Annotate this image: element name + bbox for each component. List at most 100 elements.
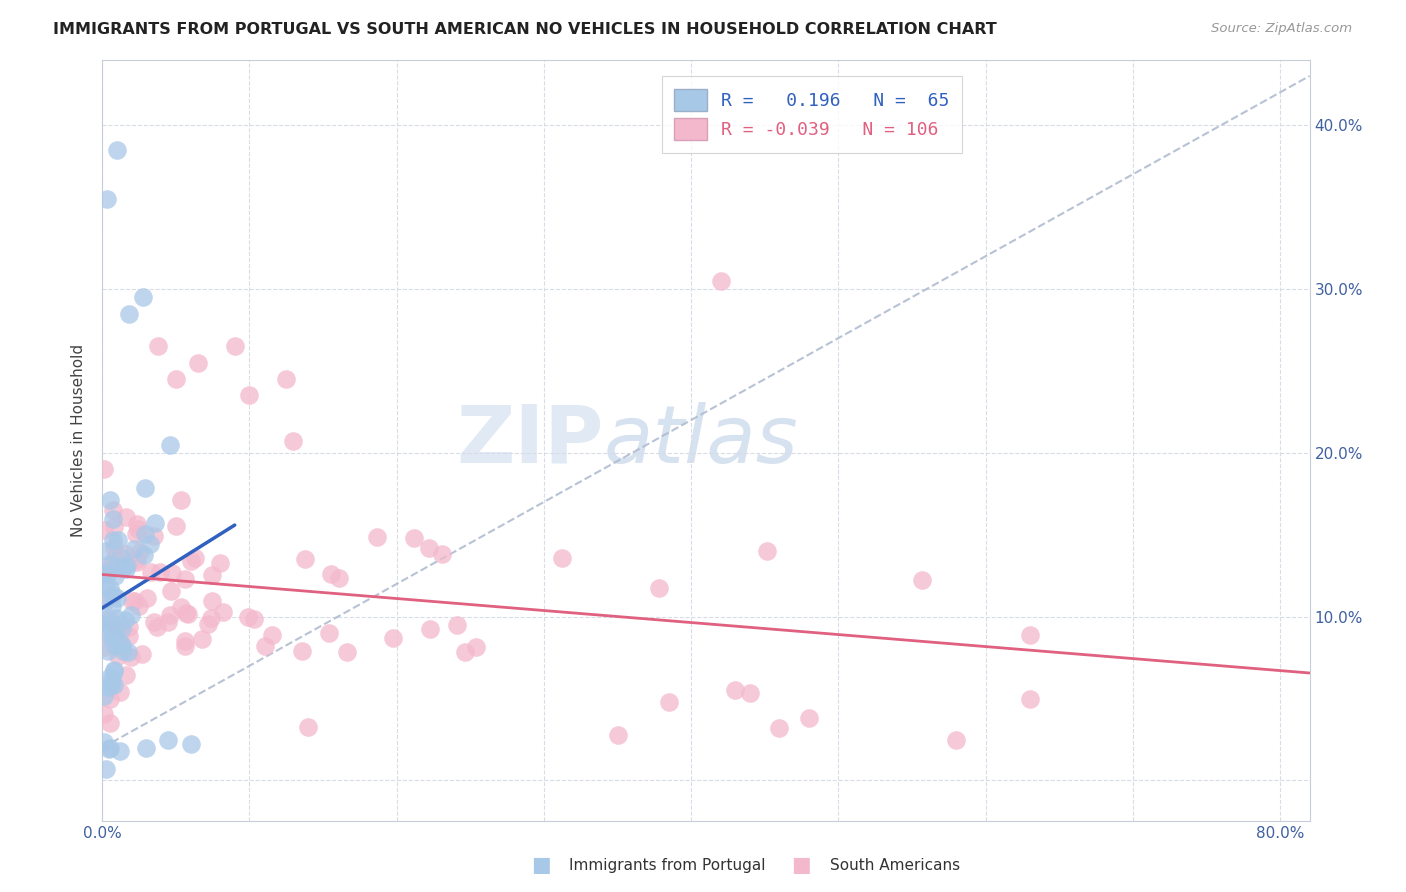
Point	[756, 543, 779, 558]
Point	[96, 192, 118, 206]
Point	[125, 527, 148, 541]
Point	[101, 619, 124, 633]
Point	[98, 582, 121, 596]
Point	[131, 647, 153, 661]
Point	[103, 549, 125, 564]
Point	[648, 581, 671, 595]
Point	[162, 566, 184, 581]
Point	[93, 734, 115, 748]
Point	[101, 533, 124, 548]
Point	[97, 741, 120, 756]
Text: ZIP: ZIP	[456, 401, 603, 480]
Point	[112, 559, 135, 574]
Point	[201, 567, 224, 582]
Point	[768, 721, 790, 735]
Point	[740, 686, 762, 700]
Point	[160, 584, 183, 599]
Point	[103, 627, 125, 641]
Point	[319, 567, 342, 582]
Point	[104, 611, 127, 625]
Point	[135, 740, 157, 755]
Point	[180, 738, 202, 752]
Point	[96, 628, 118, 642]
Point	[170, 492, 193, 507]
Point	[110, 552, 132, 566]
Point	[212, 605, 235, 619]
Point	[110, 550, 132, 565]
Point	[318, 626, 340, 640]
Point	[128, 599, 150, 613]
Point	[454, 645, 477, 659]
Point	[107, 648, 129, 663]
Point	[143, 615, 166, 629]
Point	[253, 640, 276, 654]
Point	[98, 557, 121, 571]
Point	[419, 623, 441, 637]
Point	[105, 143, 128, 157]
Point	[180, 553, 202, 567]
Point	[117, 645, 139, 659]
Point	[103, 540, 125, 554]
Point	[945, 732, 967, 747]
Point	[115, 558, 138, 572]
Point	[94, 580, 117, 594]
Point	[93, 523, 115, 537]
Point	[138, 537, 160, 551]
Point	[115, 562, 138, 576]
Point	[134, 481, 156, 495]
Point	[100, 492, 122, 507]
Point	[146, 620, 169, 634]
Point	[366, 530, 388, 544]
Point	[200, 611, 222, 625]
Point	[551, 551, 574, 566]
Point	[103, 519, 125, 533]
Point	[184, 551, 207, 566]
Point	[93, 613, 115, 627]
Point	[173, 572, 195, 586]
Point	[125, 553, 148, 567]
Point	[97, 680, 120, 694]
Point	[418, 541, 440, 556]
Point	[159, 438, 181, 452]
Point	[125, 517, 148, 532]
Point	[710, 274, 733, 288]
Point	[243, 611, 266, 625]
Point	[191, 632, 214, 646]
Point	[121, 593, 143, 607]
Point	[104, 639, 127, 653]
Y-axis label: No Vehicles in Household: No Vehicles in Household	[72, 344, 86, 537]
Point	[114, 510, 136, 524]
Point	[146, 339, 169, 353]
Point	[1019, 692, 1042, 706]
Point	[238, 610, 260, 624]
Point	[98, 692, 121, 706]
Point	[157, 615, 180, 629]
Point	[104, 627, 127, 641]
Text: Immigrants from Portugal: Immigrants from Portugal	[569, 858, 766, 872]
Point	[101, 512, 124, 526]
Point	[111, 621, 134, 635]
Point	[276, 372, 298, 386]
Point	[124, 594, 146, 608]
Legend: R =   0.196   N =  65, R = -0.039   N = 106: R = 0.196 N = 65, R = -0.039 N = 106	[662, 76, 963, 153]
Point	[97, 566, 120, 581]
Point	[129, 545, 152, 559]
Point	[157, 732, 180, 747]
Point	[125, 555, 148, 569]
Point	[108, 744, 131, 758]
Point	[93, 563, 115, 577]
Point	[170, 600, 193, 615]
Point	[173, 633, 195, 648]
Point	[103, 663, 125, 677]
Point	[238, 388, 260, 402]
Point	[100, 616, 122, 631]
Point	[446, 618, 468, 632]
Point	[141, 565, 163, 579]
Point	[127, 522, 149, 536]
Point	[283, 434, 305, 448]
Point	[149, 565, 172, 579]
Point	[724, 683, 747, 698]
Point	[177, 607, 200, 622]
Point	[100, 670, 122, 684]
Point	[291, 643, 314, 657]
